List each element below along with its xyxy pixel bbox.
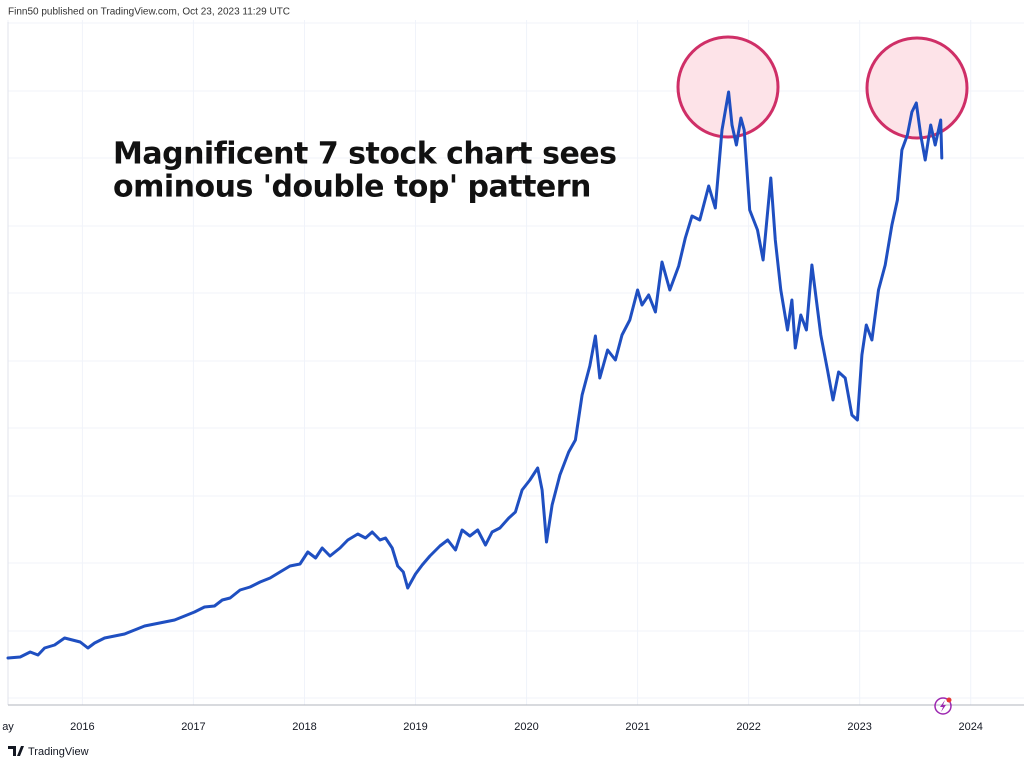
highlight-circle bbox=[676, 35, 780, 139]
x-tick-label: 2024 bbox=[958, 721, 982, 733]
x-tick-label: 2016 bbox=[70, 721, 94, 733]
labels: ay 2016 2017 2018 2019 2020 2021 2022 2023 2024 bbox=[2, 721, 983, 733]
highlight-circle bbox=[865, 36, 969, 140]
x-tick-label: 2021 bbox=[625, 721, 649, 733]
footer: TradingView bbox=[28, 746, 89, 758]
logo bbox=[8, 746, 24, 756]
chart-title: ominous 'double top' pattern bbox=[113, 170, 591, 205]
x-tick-label: 2019 bbox=[403, 721, 427, 733]
x-tick-label: 2017 bbox=[181, 721, 205, 733]
chart-title: Magnificent 7 stock chart sees bbox=[113, 137, 617, 172]
bolt-icon bbox=[934, 697, 952, 715]
line-series bbox=[6, 90, 944, 660]
x-tick-label: 2018 bbox=[292, 721, 316, 733]
x-tick-label: ay bbox=[2, 721, 14, 733]
x-tick-label: 2022 bbox=[736, 721, 760, 733]
x-tick-label: 2020 bbox=[514, 721, 538, 733]
x-tick-label: 2023 bbox=[847, 721, 871, 733]
series bbox=[6, 90, 944, 660]
header: Finn50 published on TradingView.com, Oct… bbox=[8, 7, 290, 18]
